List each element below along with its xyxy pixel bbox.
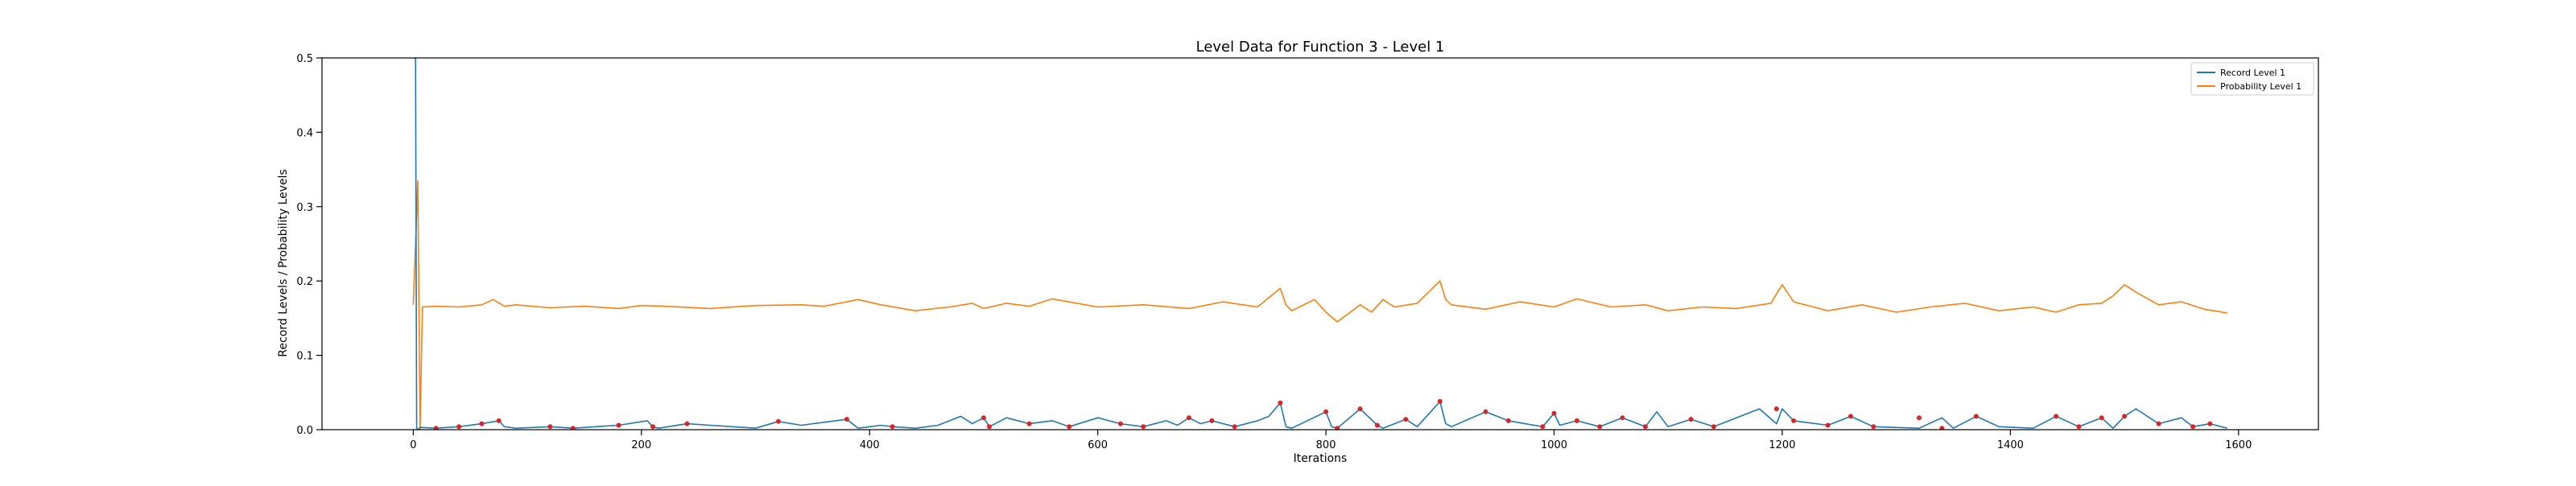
data-point-marker <box>1067 424 1072 430</box>
data-point-marker <box>1278 400 1283 406</box>
data-point-marker <box>1118 421 1123 426</box>
data-point-marker <box>1711 424 1716 430</box>
plot-area: 0 200 400 600 800 1000 1200 1400 1600 0.0 0.1 0.2 0.… <box>296 53 2319 451</box>
data-point-marker <box>433 426 439 430</box>
data-point-marker <box>1374 422 1380 428</box>
x-tick-label: 1400 <box>1997 439 2024 451</box>
x-axis-label: Iterations <box>1294 452 1348 465</box>
x-tick-label: 1200 <box>1769 439 1795 451</box>
y-tick-label: 0.5 <box>296 53 313 65</box>
data-point-marker <box>1187 415 1191 421</box>
data-point-marker <box>1848 414 1853 419</box>
data-point-marker <box>1574 418 1579 423</box>
data-point-marker <box>1209 418 1215 423</box>
data-point-marker <box>1551 410 1557 416</box>
data-point-marker <box>616 422 621 428</box>
data-point-marker <box>1917 415 1922 421</box>
data-point-marker <box>1791 418 1797 423</box>
x-tick-label: 800 <box>1316 439 1336 451</box>
data-point-marker <box>2122 414 2128 419</box>
data-point-marker <box>1939 426 1945 430</box>
data-point-marker <box>1871 424 1876 430</box>
data-point-marker <box>479 421 485 426</box>
data-point-marker <box>1642 424 1648 430</box>
data-point-marker <box>2054 414 2059 419</box>
x-tick-label: 1600 <box>2225 439 2252 451</box>
data-point-marker <box>2190 424 2196 430</box>
data-point-marker <box>1026 421 1032 426</box>
y-tick-label: 0.4 <box>296 127 313 139</box>
data-point-marker <box>650 424 655 430</box>
data-point-marker <box>2099 415 2104 421</box>
data-point-marker <box>496 418 502 423</box>
data-point-marker <box>2156 421 2161 426</box>
data-point-marker <box>775 418 781 424</box>
legend: Record Level 1 Probability Level 1 <box>2190 62 2314 96</box>
data-point-marker <box>1688 417 1694 422</box>
data-point-marker <box>1232 424 1237 430</box>
data-point-marker <box>890 424 895 430</box>
series-line-probability-level-1 <box>412 179 2227 430</box>
data-point-marker <box>570 426 576 430</box>
data-point-marker <box>1483 409 1488 414</box>
data-point-marker <box>987 424 992 430</box>
data-point-marker <box>2207 421 2213 426</box>
data-point-marker <box>684 421 690 426</box>
data-point-marker <box>1357 406 1363 412</box>
y-tick-label: 0.2 <box>296 276 313 288</box>
data-point-marker <box>1825 422 1831 428</box>
data-point-marker <box>1973 414 1979 419</box>
x-tick-label: 200 <box>631 439 651 451</box>
x-tick-label: 0 <box>410 439 416 451</box>
data-point-marker <box>844 417 849 422</box>
data-point-marker <box>456 424 462 430</box>
y-tick-label: 0.1 <box>296 351 313 363</box>
data-point-marker <box>1620 415 1625 421</box>
legend-frame <box>2190 62 2314 96</box>
data-point-marker <box>1141 424 1146 430</box>
data-point-marker <box>1437 398 1443 404</box>
x-tick-label: 400 <box>860 439 880 451</box>
x-tick-label: 1000 <box>1541 439 1567 451</box>
x-tick-label: 600 <box>1088 439 1108 451</box>
data-point-marker <box>547 424 553 430</box>
legend-label-record-level-1: Record Level 1 <box>2220 68 2285 78</box>
data-point-marker <box>1597 424 1603 430</box>
series-line-record-level-1 <box>413 58 2227 430</box>
data-point-marker <box>1403 417 1409 422</box>
y-tick-label: 0.0 <box>296 425 313 437</box>
plot-frame <box>321 57 2319 430</box>
chart-title: Level Data for Function 3 - Level 1 <box>1196 39 1445 56</box>
y-axis-label: Record Levels / Probability Levels <box>277 169 290 356</box>
data-point-marker <box>1323 409 1329 414</box>
data-point-marker <box>1540 424 1546 430</box>
data-point-marker <box>980 415 986 421</box>
series-group <box>412 58 2227 430</box>
data-point-marker <box>2076 424 2082 430</box>
y-tick-label: 0.3 <box>296 202 313 214</box>
legend-label-probability-level-1: Probability Level 1 <box>2220 81 2301 92</box>
data-point-marker <box>1335 426 1340 430</box>
data-point-marker <box>1773 406 1779 412</box>
data-point-marker <box>1505 418 1511 423</box>
